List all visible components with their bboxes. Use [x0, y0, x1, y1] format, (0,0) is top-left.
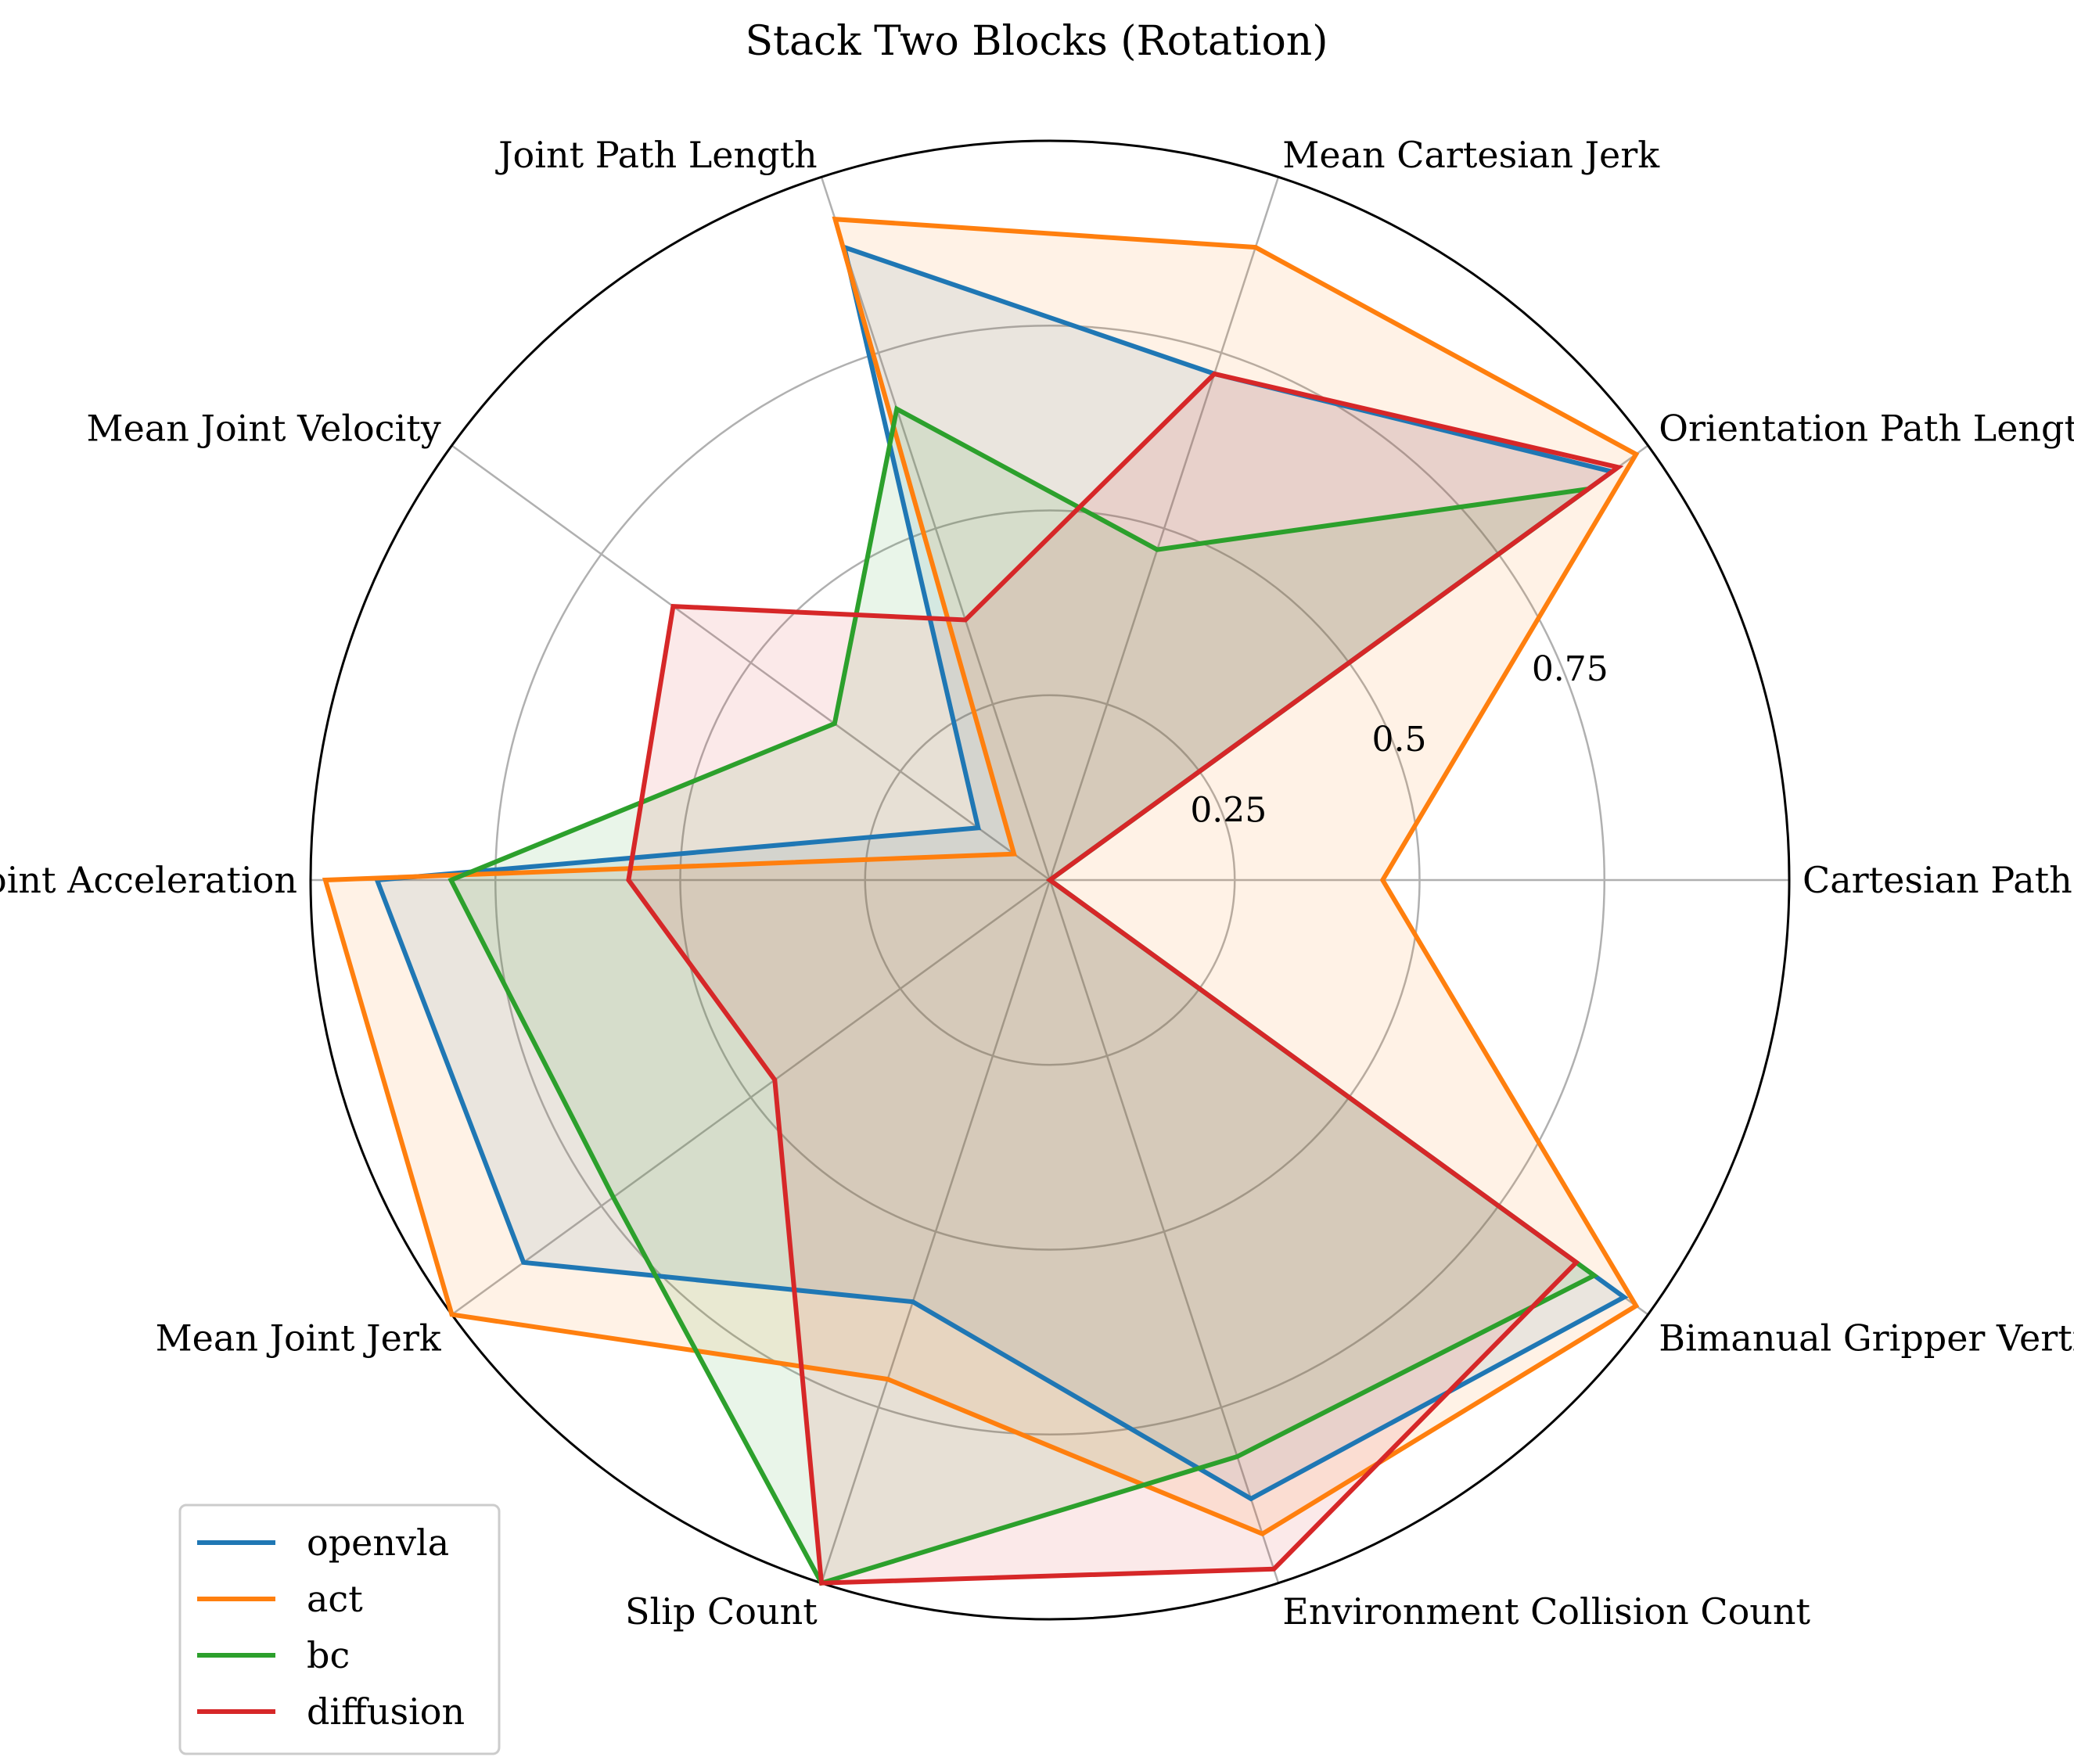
spoke-joint-path-length: [820, 176, 1051, 881]
radar-series: [322, 216, 1640, 1586]
series-fill-bc: [451, 408, 1594, 1583]
axis-label-cartesian-path-length: Cartesian Path Length: [1803, 859, 2074, 901]
axis-label-mean-joint-jerk: Mean Joint Jerk: [156, 1317, 442, 1359]
radar-axis-labels: Cartesian Path Length Orientation Path Le…: [0, 134, 2074, 1633]
legend-frame: [178, 1504, 501, 1755]
radial-tick-1: 0.25: [1190, 791, 1267, 831]
legend-label-act: act: [307, 1578, 363, 1620]
legend-label-openvla: openvla: [307, 1521, 449, 1564]
series-line-bc: [448, 405, 1599, 1586]
series-line-act: [322, 216, 1640, 1537]
series-line-diffusion: [626, 371, 1624, 1586]
spoke-mean-joint-velocity: [451, 444, 1051, 882]
axis-label-joint-path-length: Joint Path Length: [495, 134, 818, 176]
axis-label-slip-count: Slip Count: [625, 1590, 818, 1633]
radial-tick-3: 0.75: [1532, 649, 1609, 689]
radial-tick-2: 0.5: [1372, 720, 1427, 760]
chart-title: Stack Two Blocks (Rotation): [745, 18, 1328, 65]
radar-radial-ticks: 0.25 0.5 0.75: [1190, 649, 1608, 831]
legend-label-diffusion: diffusion: [307, 1690, 465, 1733]
axis-label-mean-joint-velocity: Mean Joint Velocity: [87, 408, 441, 450]
legend: openvla act bc diffusion: [178, 1504, 501, 1755]
axis-label-mean-cartesian-jerk: Mean Cartesian Jerk: [1282, 134, 1660, 176]
axis-label-mean-joint-acceleration: Mean Joint Acceleration: [0, 859, 297, 901]
spoke-mean-joint-jerk: [451, 878, 1051, 1316]
series-fill-openvla: [377, 247, 1624, 1499]
spoke-slip-count: [820, 879, 1051, 1584]
spoke-environment-collision-count: [1048, 879, 1280, 1584]
outer-frame: [309, 139, 1791, 1621]
series-fill-diffusion: [628, 373, 1619, 1583]
axis-label-bimanual-gripper-vertical-difference: Bimanual Gripper Vertical Difference: [1659, 1317, 2074, 1359]
axis-label-orientation-path-length: Orientation Path Length: [1659, 408, 2074, 450]
series-fill-act: [325, 219, 1637, 1534]
axis-label-environment-collision-count: Environment Collision Count: [1282, 1590, 1810, 1633]
legend-label-bc: bc: [307, 1634, 350, 1676]
spoke-mean-cartesian-jerk: [1048, 176, 1280, 881]
